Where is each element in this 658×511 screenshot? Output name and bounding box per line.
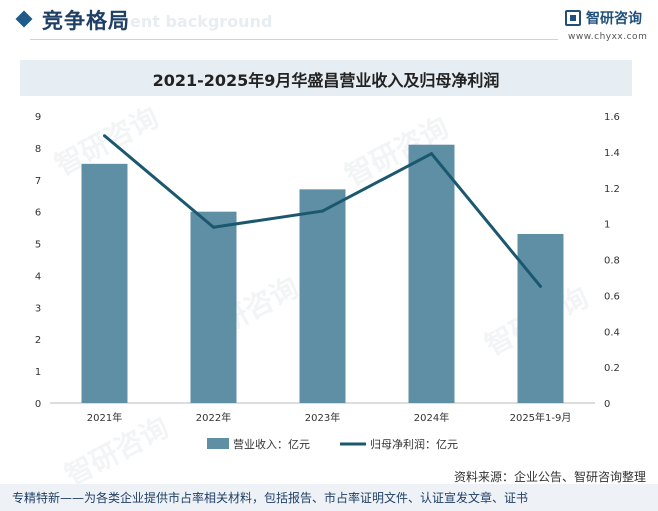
left-axis-tick-label: 4 [35,271,41,282]
left-axis-tick-label: 3 [35,303,41,314]
right-axis-tick-label: 1.4 [604,148,620,159]
legend-label-net-profit: 归母净利润：亿元 [370,437,458,451]
header-divider [30,39,558,40]
x-axis-tick-label: 2025年1-9月 [510,411,572,424]
line-point-net-profit [430,152,433,156]
left-axis-tick-label: 0 [35,399,41,410]
right-axis-tick-label: 0.4 [604,327,620,338]
right-axis-tick-label: 1.6 [604,112,620,123]
x-axis-tick-label: 2023年 [305,411,340,424]
left-axis-tick-label: 8 [35,144,41,155]
chart-title: 2021-2025年9月华盛昌营业收入及归母净利润 [152,71,500,90]
right-axis-tick-label: 0.2 [604,363,620,374]
x-axis-tick-label: 2022年 [196,411,231,424]
left-axis-tick-label: 1 [35,367,41,378]
header-background-text: ent background [130,12,273,31]
left-axis-tick-label: 9 [35,112,41,123]
line-point-net-profit [103,134,106,138]
page-title: 竞争格局 [42,9,130,33]
chart-title-bar: 2021-2025年9月华盛昌营业收入及归母净利润 [20,60,632,96]
bar-revenue [408,144,455,403]
left-axis-tick-label: 2 [35,335,41,346]
bar-revenue [190,211,237,403]
line-point-net-profit [212,225,215,229]
bar-revenue [81,163,128,403]
footer-band: 专精特新——为各类企业提供市占率相关材料，包括报告、市占率证明文件、认证宣发文章… [0,484,658,511]
right-axis-tick-label: 0.6 [604,291,620,302]
line-point-net-profit [539,284,542,288]
chart-canvas: 0 1 2 3 4 5 6 7 8 9 0 0.2 0.4 0.6 0.8 1 1.2 1.4 1.6 2021年 20… [35,112,620,451]
right-axis-tick-label: 0.8 [604,256,620,267]
header: ent background 竞争格局 智研咨询 www.chyxx.com [0,0,658,42]
source-note: 资料来源：企业公告、智研咨询整理 [453,470,646,484]
x-axis-tick-label: 2024年 [414,411,449,424]
brand-logo-icon [565,10,581,26]
left-axis-tick-label: 5 [35,240,41,251]
line-point-net-profit [321,209,324,213]
brand-name: 智研咨询 [586,11,642,27]
legend-label-revenue: 营业收入：亿元 [233,437,310,451]
right-axis-tick-label: 1 [604,220,610,231]
right-axis-tick-label: 0 [604,399,610,410]
footer-text: 专精特新——为各类企业提供市占率相关材料，包括报告、市占率证明文件、认证宣发文章… [12,491,529,505]
bar-revenue [299,189,346,403]
legend-swatch-revenue [207,438,229,449]
left-axis-tick-label: 6 [35,208,41,219]
bar-revenue [517,233,564,403]
right-axis-tick-label: 1.2 [604,184,620,195]
left-axis-tick-label: 7 [35,176,41,187]
x-axis-tick-label: 2021年 [87,411,122,424]
brand-url: www.chyxx.com [568,32,648,42]
